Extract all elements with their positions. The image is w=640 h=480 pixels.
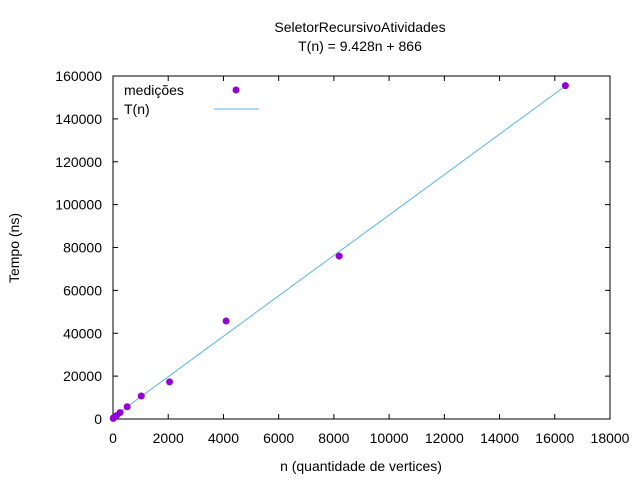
y-axis-ticks: 0 20000 40000 60000 80000 100000 120000 140000 1… — [55, 68, 610, 427]
x-tick-label: 8000 — [318, 430, 349, 446]
x-tick-label: 16000 — [535, 430, 574, 446]
data-point — [137, 392, 145, 400]
x-axis-ticks: 0 2000 4000 6000 8000 10000 12000 14000 16000 180… — [109, 76, 630, 446]
x-tick-label: 10000 — [370, 430, 409, 446]
data-point — [335, 252, 343, 260]
legend: medições T(n) — [124, 82, 259, 117]
y-tick-label: 0 — [94, 411, 102, 427]
data-point — [166, 378, 174, 386]
x-tick-label: 4000 — [208, 430, 239, 446]
y-axis-label: Tempo (ns) — [6, 213, 22, 283]
data-point — [116, 409, 124, 417]
series-layer — [109, 82, 569, 422]
data-point — [123, 403, 131, 411]
x-axis-label: n (quantidade de vertices) — [280, 458, 442, 474]
legend-label-medicoes: medições — [124, 82, 184, 98]
x-tick-label: 0 — [109, 430, 117, 446]
x-tick-label: 14000 — [480, 430, 519, 446]
y-tick-label: 100000 — [55, 197, 102, 213]
y-tick-label: 20000 — [63, 368, 102, 384]
x-tick-label: 12000 — [425, 430, 464, 446]
fit-line — [112, 85, 566, 418]
x-tick-label: 6000 — [263, 430, 294, 446]
x-tick-label: 18000 — [591, 430, 630, 446]
y-tick-label: 80000 — [63, 240, 102, 256]
plot-area-border — [112, 75, 611, 420]
legend-marker-medicoes — [232, 86, 240, 94]
y-tick-label: 160000 — [55, 68, 102, 84]
y-tick-label: 120000 — [55, 154, 102, 170]
data-point — [222, 317, 230, 325]
y-tick-label: 40000 — [63, 325, 102, 341]
chart-title: SeletorRecursivoAtividades — [274, 19, 445, 35]
y-tick-label: 60000 — [63, 282, 102, 298]
chart-subtitle: T(n) = 9.428n + 866 — [298, 38, 422, 54]
x-tick-label: 2000 — [153, 430, 184, 446]
y-tick-label: 140000 — [55, 111, 102, 127]
data-point — [561, 82, 569, 90]
legend-label-tn: T(n) — [124, 101, 150, 117]
